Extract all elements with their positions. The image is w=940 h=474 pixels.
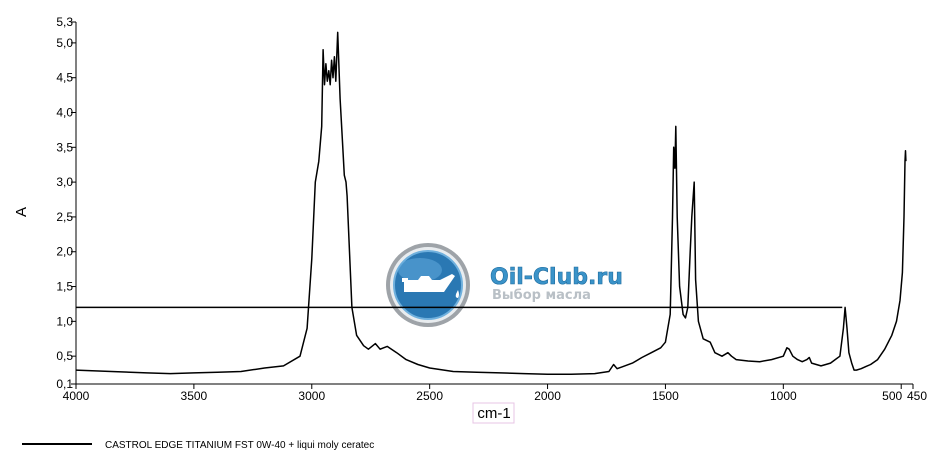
y-tick-labels: 0,1 0,5 1,0 1,5 2,0 2,5 3,0 3,5 4,0 4,5 5,0 5,3 — [56, 15, 73, 391]
y-tick-label: 2,0 — [56, 245, 73, 259]
y-tick-label: 1,5 — [56, 280, 73, 294]
watermark-title: Oil-Club.ru — [490, 265, 623, 290]
x-tick-label: 2000 — [534, 389, 561, 403]
y-tick-label: 3,0 — [56, 175, 73, 189]
y-tick-label: 4,0 — [56, 106, 73, 120]
x-tick-label: 450 — [907, 389, 927, 403]
x-tick-label: 3500 — [181, 389, 208, 403]
x-tick-label: 2500 — [416, 389, 443, 403]
spectrum-series-line — [75, 31, 907, 376]
oil-can-icon — [402, 274, 459, 298]
y-tick-label: 3,5 — [56, 140, 73, 154]
y-tick-label: 5,3 — [56, 15, 73, 29]
y-tick-label: 2,5 — [56, 210, 73, 224]
x-tick-labels: 4000 3500 3000 2500 2000 1500 1000 500 450 — [63, 389, 928, 403]
tick-marks — [71, 21, 914, 389]
legend-label: CASTROL EDGE TITANIUM FST 0W-40 + liqui … — [105, 440, 374, 451]
x-tick-label: 1000 — [770, 389, 797, 403]
x-tick-label: 4000 — [63, 389, 90, 403]
y-tick-label: 1,0 — [56, 314, 73, 328]
y-tick-label: 5,0 — [56, 36, 73, 50]
x-axis-title-frame — [472, 402, 515, 424]
x-tick-label: 1500 — [652, 389, 679, 403]
y-tick-label: 4,5 — [56, 71, 73, 85]
x-axis-title: cm-1 — [477, 405, 510, 422]
watermark-subtitle: Выбор масла — [492, 288, 591, 303]
oil-club-logo — [386, 243, 470, 327]
x-tick-label: 500 — [882, 389, 902, 403]
y-tick-label: 0,1 — [56, 377, 73, 391]
y-tick-label: 0,5 — [56, 349, 73, 363]
x-tick-label: 3000 — [298, 389, 325, 403]
y-axis-title: A — [13, 207, 30, 217]
